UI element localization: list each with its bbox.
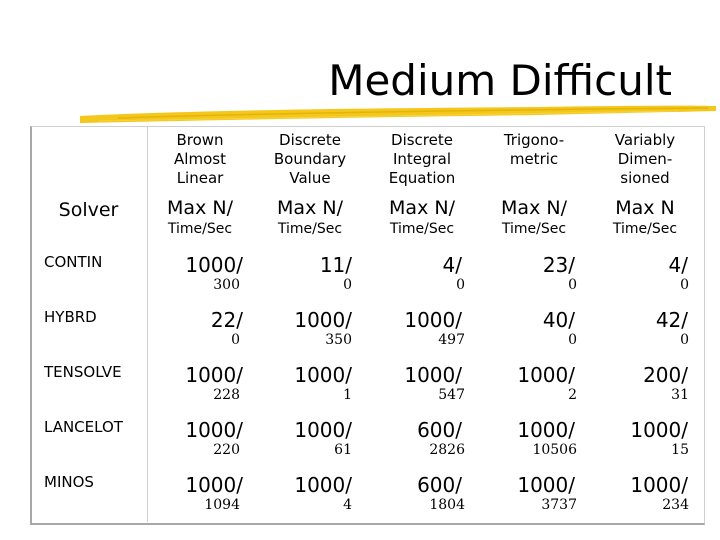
column-header-1: Brown Almost Linear [145, 131, 255, 188]
cell-max-n: 1000/ [517, 418, 575, 442]
cell-time-sec: 0 [568, 332, 577, 348]
column-header-line3: Linear [176, 169, 224, 187]
cell-time-sec: 1 [343, 387, 352, 403]
column-unit-label: Time/Sec [277, 221, 343, 237]
cell-max-n: 1000/ [294, 308, 352, 332]
column-header-line1: Trigono- [503, 131, 565, 149]
cell-time-sec: 15 [671, 442, 689, 458]
cell-max-n: 1000/ [185, 363, 243, 387]
column-header-line2: Dimen- [617, 150, 673, 168]
cell-max-n: 4/ [442, 253, 462, 277]
column-maxn-label: Max N [615, 197, 675, 219]
column-unit-label: Time/Sec [501, 221, 567, 237]
column-maxn-label: Max N/ [277, 197, 343, 219]
column-header-line1: Discrete [391, 131, 453, 149]
cell-time-sec: 0 [456, 277, 465, 293]
column-header-line2: metric [509, 150, 559, 168]
cell-max-n: 22/ [210, 308, 243, 332]
column-header-2: Discrete Boundary Value [255, 131, 365, 188]
cell-time-sec: 220 [213, 442, 240, 458]
cell-time-sec: 0 [680, 277, 689, 293]
column-unit-label: Time/Sec [167, 221, 233, 237]
cell-max-n: 1000/ [630, 418, 688, 442]
cell-max-n: 1000/ [185, 253, 243, 277]
cell-time-sec: 547 [438, 387, 465, 403]
cell-time-sec: 2 [568, 387, 577, 403]
solver-name: TENSOLVE [44, 363, 122, 381]
cell-max-n: 42/ [655, 308, 688, 332]
cell-max-n: 1000/ [630, 473, 688, 497]
cell-max-n: 1000/ [517, 363, 575, 387]
column-header-3: Discrete Integral Equation [367, 131, 477, 188]
cell-time-sec: 350 [325, 332, 352, 348]
cell-max-n: 600/ [417, 418, 462, 442]
cell-max-n: 1000/ [404, 363, 462, 387]
results-table [30, 126, 705, 525]
cell-time-sec: 0 [568, 277, 577, 293]
cell-time-sec: 497 [438, 332, 465, 348]
cell-max-n: 1000/ [517, 473, 575, 497]
cell-max-n: 1000/ [294, 418, 352, 442]
column-header-line3: sioned [620, 169, 670, 187]
cell-max-n: 11/ [319, 253, 352, 277]
solver-name: CONTIN [44, 253, 103, 271]
column-header-line2: Boundary [273, 150, 347, 168]
cell-max-n: 1000/ [185, 418, 243, 442]
cell-time-sec: 61 [334, 442, 352, 458]
column-unit-label: Time/Sec [612, 221, 678, 237]
column-maxn-label: Max N/ [167, 197, 233, 219]
column-unit-label: Time/Sec [389, 221, 455, 237]
cell-time-sec: 4 [343, 497, 352, 513]
column-header-line3: Value [289, 169, 331, 187]
cell-time-sec: 1094 [204, 497, 240, 513]
solver-column-divider [147, 126, 148, 522]
cell-max-n: 40/ [542, 308, 575, 332]
cell-time-sec: 3737 [541, 497, 577, 513]
title-underline [80, 105, 716, 123]
page-title: Medium Difficult [328, 56, 672, 105]
column-header-line1: Variably [614, 131, 676, 149]
column-header-line1: Discrete [279, 131, 341, 149]
column-header-line3 [479, 169, 589, 188]
cell-time-sec: 2826 [429, 442, 465, 458]
column-header-4: Trigono-metric [479, 131, 589, 188]
solver-name: MINOS [44, 473, 94, 491]
cell-time-sec: 31 [671, 387, 689, 403]
cell-time-sec: 234 [662, 497, 689, 513]
cell-time-sec: 10506 [532, 442, 577, 458]
cell-time-sec: 0 [343, 277, 352, 293]
solver-name: HYBRD [44, 308, 97, 326]
column-header-line3: Equation [388, 169, 456, 187]
cell-time-sec: 228 [213, 387, 240, 403]
column-maxn-label: Max N/ [501, 197, 567, 219]
cell-max-n: 4/ [668, 253, 688, 277]
solver-name: LANCELOT [44, 418, 123, 436]
cell-max-n: 200/ [643, 363, 688, 387]
column-header-line2: Integral [392, 150, 452, 168]
column-header-line1: Brown [176, 131, 224, 149]
cell-max-n: 1000/ [185, 473, 243, 497]
cell-max-n: 1000/ [294, 473, 352, 497]
cell-max-n: 23/ [542, 253, 575, 277]
solver-header: Solver [58, 199, 119, 221]
column-maxn-label: Max N/ [389, 197, 455, 219]
cell-time-sec: 0 [680, 332, 689, 348]
column-header-5: Variably Dimen-sioned [590, 131, 700, 188]
column-header-line2: Almost [174, 150, 226, 168]
cell-time-sec: 300 [213, 277, 240, 293]
cell-time-sec: 0 [231, 332, 240, 348]
cell-max-n: 1000/ [294, 363, 352, 387]
cell-max-n: 1000/ [404, 308, 462, 332]
cell-max-n: 600/ [417, 473, 462, 497]
cell-time-sec: 1804 [429, 497, 465, 513]
